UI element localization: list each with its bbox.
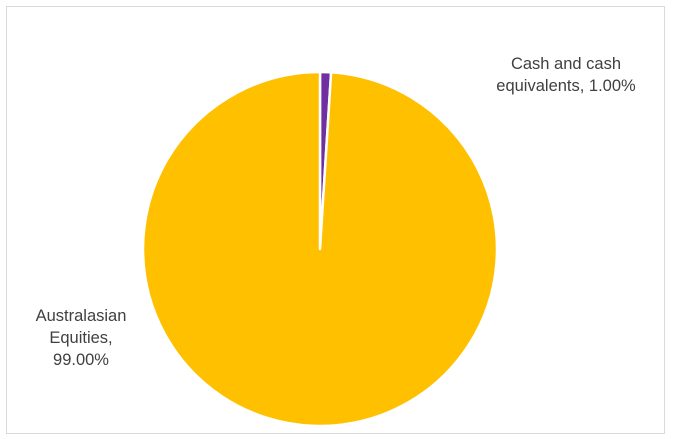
pie-chart <box>141 70 499 428</box>
pie-slices <box>141 70 499 428</box>
data-label-cash: Cash and cash equivalents, 1.00% <box>496 55 636 95</box>
chart-area: Cash and cash equivalents, 1.00% Austral… <box>6 6 665 434</box>
data-label-australasian-equities: Australasian Equities, 99.00% <box>35 307 127 369</box>
pie-slice-australasian-equities <box>141 70 499 428</box>
